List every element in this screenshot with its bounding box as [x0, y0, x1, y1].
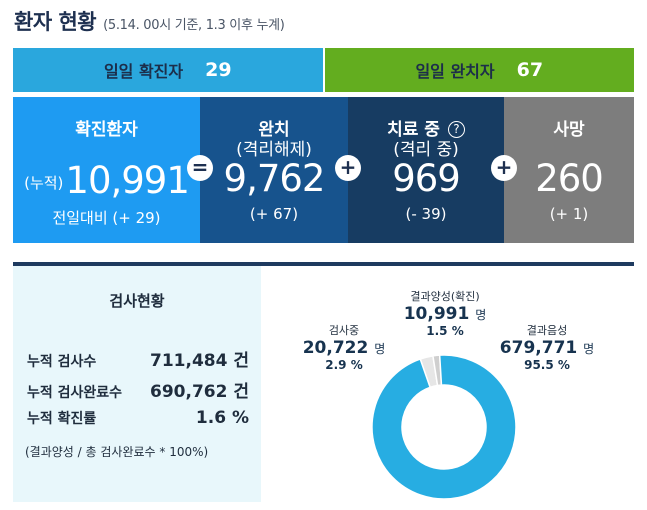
negative-unit: 명: [583, 342, 595, 356]
daily-confirmed: 일일 확진자 29: [13, 48, 323, 92]
tests-section: 검사현황 누적 검사수 711,484 건 누적 검사완료수 690,762 건…: [13, 262, 634, 502]
daily-confirmed-value: 29: [205, 59, 232, 81]
tests-title: 검사현황: [109, 292, 165, 310]
confirmed-value-line: (누적)10,991: [13, 159, 200, 202]
daily-released-value: 67: [516, 59, 544, 81]
released-value: 9,762: [223, 157, 326, 200]
testing-percent: 2.9 %: [325, 358, 363, 372]
daily-released-label: 일일 완치자: [415, 62, 495, 81]
treating-label: 치료 중: [387, 120, 440, 140]
summary-panel: 확진환자 (누적)10,991 전일대비 (+ 29) 완치 (격리해제) 9,…: [13, 97, 634, 243]
slice-negative: [371, 354, 517, 500]
page-title: 환자 현황: [14, 10, 97, 34]
confirmed-value: 10,991: [65, 159, 189, 202]
positive-count-line: 10,991 명: [385, 304, 505, 324]
tests-row: 누적 검사완료수 690,762 건: [27, 377, 249, 402]
deceased-delta: (+ 1): [549, 205, 589, 223]
treating-delta: (- 39): [405, 205, 447, 223]
deceased-label: 사망: [553, 120, 585, 140]
testing-count-line: 20,722 명: [289, 338, 399, 358]
tests-note: (결과양성 / 총 검사완료수 * 100%): [25, 445, 209, 459]
negative-count-line: 679,771 명: [487, 338, 607, 358]
treating-sublabel: (격리 중): [393, 140, 459, 160]
testing-unit: 명: [374, 342, 386, 356]
tests-row-value: 711,484 건: [150, 351, 249, 371]
plus-icon: +: [491, 155, 517, 181]
confirmed-box: 확진환자 (누적)10,991 전일대비 (+ 29): [13, 97, 200, 243]
deceased-box: 사망 260 (+ 1): [504, 97, 634, 243]
plus-icon: +: [335, 155, 361, 181]
confirmed-label: 확진환자: [75, 120, 138, 140]
page-header: 환자 현황 (5.14. 00시 기준, 1.3 이후 누계): [14, 6, 285, 38]
negative-label-group: 결과음성 679,771 명 95.5 %: [487, 322, 607, 372]
page-subtitle: (5.14. 00시 기준, 1.3 이후 누계): [103, 18, 285, 33]
positive-label-group: 결과양성(확진) 10,991 명 1.5 %: [385, 288, 505, 338]
confirmed-prefix: (누적): [24, 174, 64, 192]
released-box: 완치 (격리해제) 9,762 (+ 67): [200, 97, 348, 243]
negative-label: 결과음성: [526, 324, 568, 337]
negative-count: 679,771: [499, 338, 578, 358]
released-label: 완치: [258, 120, 290, 140]
positive-percent: 1.5 %: [426, 324, 464, 338]
released-sublabel: (격리해제): [236, 140, 312, 160]
daily-released: 일일 완치자 67: [322, 48, 634, 92]
released-delta: (+ 67): [249, 205, 299, 223]
testing-label: 검사중: [328, 324, 360, 337]
daily-stats: 일일 확진자 29 일일 완치자 67: [13, 48, 634, 92]
treating-label-line: 치료 중 ?: [348, 115, 504, 140]
treating-box: 치료 중 ? (격리 중) 969 (- 39): [348, 97, 504, 243]
positive-count: 10,991: [403, 304, 470, 324]
tests-row-label: 누적 검사수: [27, 354, 97, 370]
treating-value: 969: [392, 157, 461, 200]
tests-chart-panel: 검사중 20,722 명 2.9 % 결과양성(확진) 10,991 명 1.5…: [261, 266, 634, 502]
tests-panel: 검사현황 누적 검사수 711,484 건 누적 검사완료수 690,762 건…: [13, 266, 261, 502]
positive-unit: 명: [475, 308, 487, 322]
negative-percent: 95.5 %: [524, 358, 570, 372]
daily-confirmed-label: 일일 확진자: [103, 62, 184, 81]
confirmed-delta: 전일대비 (+ 29): [52, 209, 161, 227]
tests-row: 누적 확진률 1.6 %: [27, 408, 249, 428]
tests-row: 누적 검사수 711,484 건: [27, 346, 249, 371]
help-icon[interactable]: ?: [447, 121, 465, 138]
positive-label: 결과양성(확진): [410, 290, 480, 303]
equals-icon: =: [187, 155, 213, 181]
deceased-value: 260: [535, 157, 604, 200]
tests-donut-chart: [371, 354, 517, 500]
testing-count: 20,722: [302, 338, 369, 358]
tests-row-label: 누적 검사완료수: [27, 385, 123, 401]
testing-label-group: 검사중 20,722 명 2.9 %: [289, 322, 399, 372]
tests-row-value: 690,762 건: [150, 382, 249, 402]
tests-row-value: 1.6 %: [195, 408, 249, 428]
tests-row-label: 누적 확진률: [27, 411, 97, 427]
